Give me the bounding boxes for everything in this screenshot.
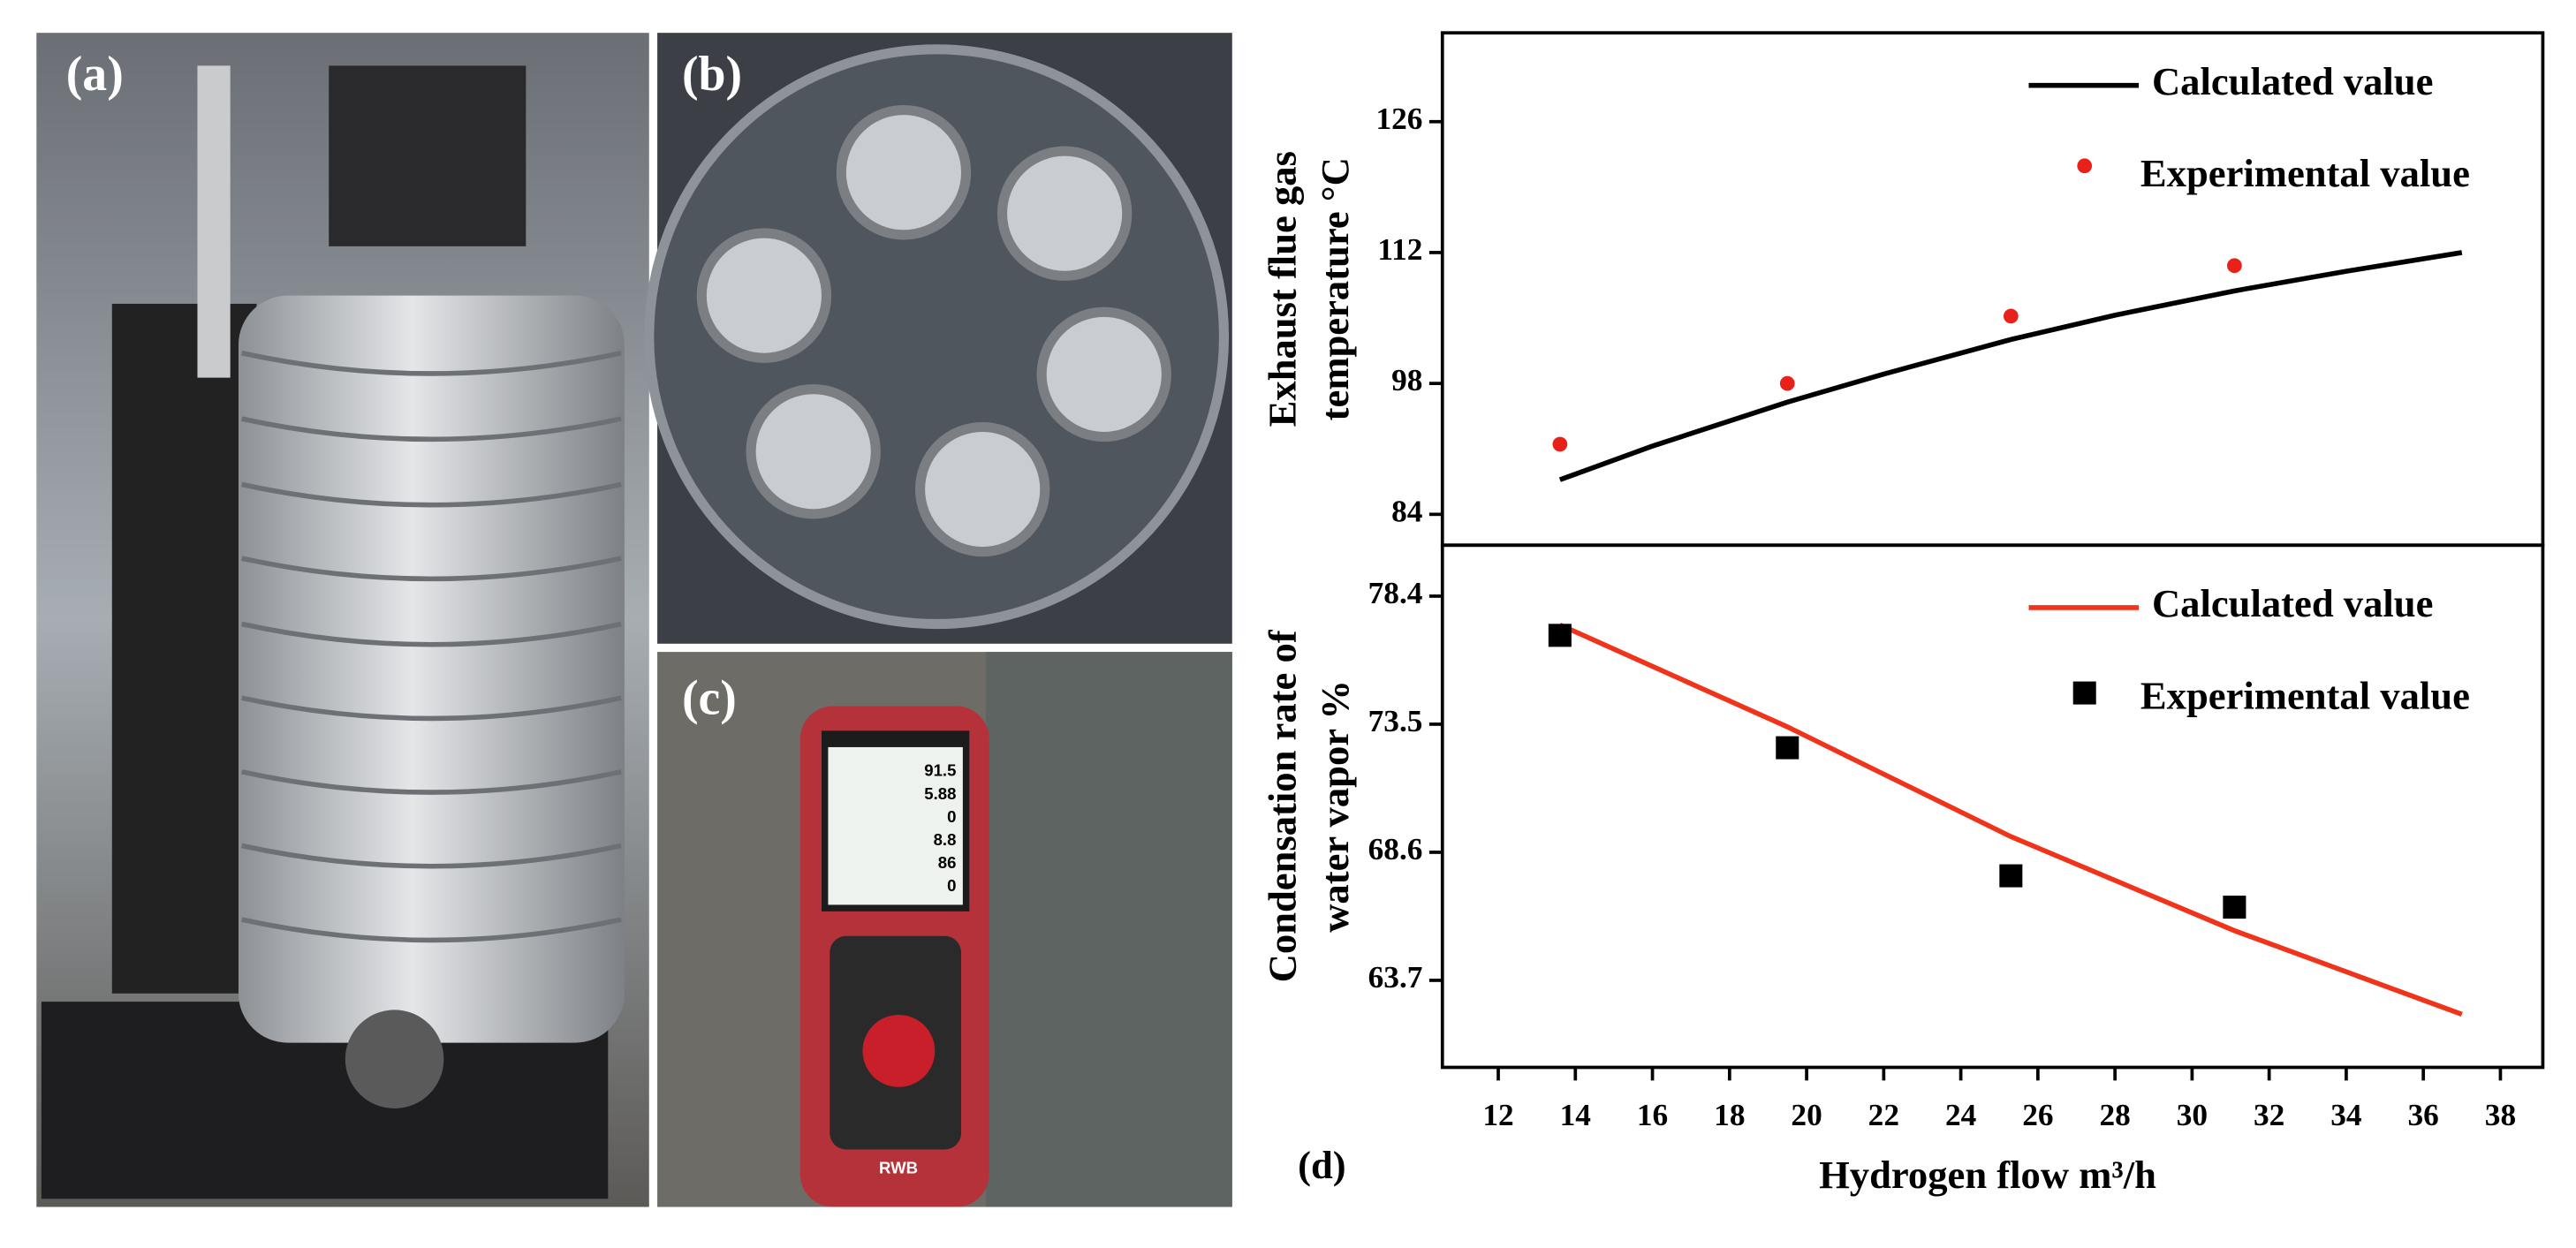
panel-label: (a) xyxy=(66,47,124,102)
x-tick-label: 24 xyxy=(1945,1098,1976,1132)
legend-swatch xyxy=(2077,158,2093,174)
x-tick-label: 38 xyxy=(2485,1098,2516,1132)
screen-reading: 0 xyxy=(947,807,956,826)
plot-frame xyxy=(1440,31,2545,548)
photo-c xyxy=(657,652,1232,1207)
panel-label: (d) xyxy=(1298,1143,1346,1187)
legend-label: Experimental value xyxy=(2140,673,2470,717)
data-line xyxy=(1558,622,2463,1017)
y-tick-label: 73.5 xyxy=(1368,704,1423,738)
data-point xyxy=(1779,375,1795,391)
y-axis-title: water vapor % xyxy=(1313,680,1357,933)
screen-reading: 5.88 xyxy=(924,784,956,803)
x-tick-label: 22 xyxy=(1868,1098,1899,1132)
data-point xyxy=(2003,308,2019,324)
legend-label: Calculated value xyxy=(2152,59,2433,103)
y-tick-label: 98 xyxy=(1391,363,1422,397)
brand: RWB xyxy=(879,1159,918,1177)
data-point xyxy=(1999,864,2023,888)
y-tick-label: 84 xyxy=(1391,494,1422,528)
x-tick-label: 12 xyxy=(1482,1098,1513,1132)
panel-label: (b) xyxy=(682,47,742,102)
plot-frame xyxy=(1440,543,2545,1070)
data-point xyxy=(1548,624,1572,647)
screen-reading: 86 xyxy=(938,853,957,872)
data-point xyxy=(2227,258,2242,274)
legend-swatch xyxy=(2072,681,2096,705)
y-tick-label: 126 xyxy=(1375,102,1422,136)
legend-label: Calculated value xyxy=(2152,581,2433,625)
x-tick-label: 34 xyxy=(2330,1098,2361,1132)
data-point xyxy=(1552,436,1568,452)
x-axis-title: Hydrogen flow m³/h xyxy=(1819,1153,2156,1197)
x-tick-label: 14 xyxy=(1560,1098,1591,1132)
x-tick-label: 36 xyxy=(2408,1098,2439,1132)
y-axis-title: Condensation rate of xyxy=(1260,629,1304,982)
screen-reading: 91.5 xyxy=(924,761,956,780)
chart: 84 98 112 126 Exhaust flue gas temperature °C… xyxy=(1260,31,2545,1197)
x-tick-label: 18 xyxy=(1714,1098,1745,1132)
y-tick-label: 63.7 xyxy=(1368,960,1423,995)
x-tick-label: 26 xyxy=(2022,1098,2053,1132)
screen-reading: 0 xyxy=(947,876,956,895)
legend-label: Experimental value xyxy=(2140,151,2470,195)
y-tick-label: 68.6 xyxy=(1368,832,1423,866)
data-line xyxy=(1558,250,2463,482)
y-tick-label: 78.4 xyxy=(1368,576,1423,610)
data-point xyxy=(2223,896,2246,919)
x-tick-label: 30 xyxy=(2177,1098,2208,1132)
y-tick-label: 112 xyxy=(1377,232,1422,267)
y-axis-title: Exhaust flue gas xyxy=(1260,151,1304,427)
panel-label: (c) xyxy=(682,671,737,726)
screen-reading: 8.8 xyxy=(934,830,957,849)
x-tick-label: 16 xyxy=(1637,1098,1668,1132)
y-axis-title: temperature °C xyxy=(1313,157,1357,420)
photo-b xyxy=(644,33,1232,644)
x-tick-label: 32 xyxy=(2254,1098,2284,1132)
data-point xyxy=(1776,736,1799,760)
x-tick-label: 28 xyxy=(2099,1098,2130,1132)
photo-a xyxy=(36,33,649,1207)
x-tick-label: 20 xyxy=(1791,1098,1822,1132)
